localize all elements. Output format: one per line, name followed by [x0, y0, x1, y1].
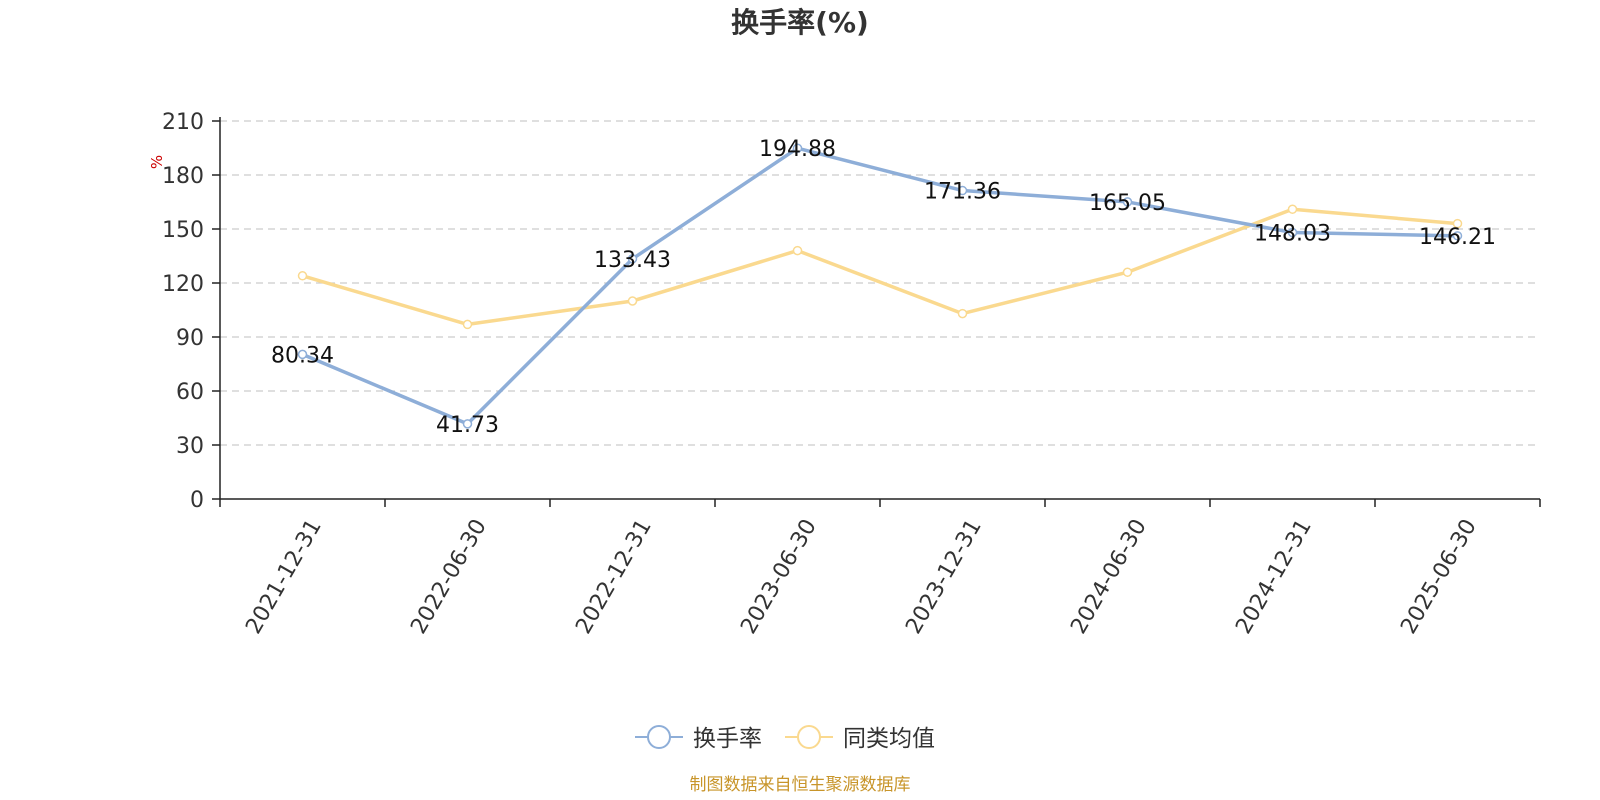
legend-label: 换手率: [693, 726, 762, 752]
legend-item[interactable]: 换手率: [635, 725, 762, 752]
data-labels: 80.34 41.73 133.43 194.88 171.36 165.05 148.03…: [271, 137, 1496, 438]
data-point: [1122, 197, 1133, 207]
data-point: [957, 308, 968, 319]
data-label: 165.05: [1089, 191, 1166, 216]
x-tick-label: 2025-06-30: [1396, 515, 1482, 638]
data-point: [1122, 267, 1133, 277]
chart-title: 换手率(%): [731, 6, 869, 39]
x-tick-label: 2024-06-30: [1066, 515, 1152, 638]
data-point: [957, 185, 968, 196]
source-note: 制图数据来自恒生聚源数据库: [690, 775, 911, 795]
data-point: [1452, 218, 1463, 229]
data-point: [1452, 231, 1463, 241]
y-axis-unit-label: %: [148, 155, 166, 169]
legend-circle-icon: [797, 725, 821, 749]
y-tick-label: 210: [162, 110, 204, 135]
legend-item[interactable]: 同类均值: [785, 725, 935, 752]
data-point: [1287, 227, 1298, 238]
x-tick-label: 2022-12-31: [571, 515, 657, 638]
data-point: [627, 254, 638, 264]
data-point: [297, 349, 308, 360]
data-label: 171.36: [924, 180, 1001, 205]
data-point: [792, 143, 803, 153]
y-tick-label: 180: [162, 164, 204, 189]
data-point: [792, 245, 803, 256]
y-tick-label: 150: [162, 218, 204, 243]
data-label: 41.73: [436, 413, 499, 438]
y-tick-label: 90: [176, 326, 204, 351]
x-tick-label: 2023-12-31: [901, 515, 987, 638]
x-tick-label: 2024-12-31: [1231, 515, 1317, 638]
data-point: [1287, 204, 1298, 214]
y-tick-label: 120: [162, 272, 204, 297]
data-point: [627, 296, 638, 306]
data-label: 80.34: [271, 343, 334, 368]
x-tick-label: 2022-06-30: [406, 515, 492, 638]
data-point: [462, 419, 473, 429]
legend-circle-icon: [647, 725, 671, 749]
legend-label: 同类均值: [843, 726, 935, 752]
series-line-0: [301, 146, 1458, 426]
data-label: 194.88: [759, 137, 836, 162]
data-label: 146.21: [1419, 225, 1496, 250]
data-point: [297, 271, 308, 281]
y-tick-label: 0: [190, 488, 204, 513]
y-tick-label: 60: [176, 380, 204, 405]
data-point: [462, 319, 473, 330]
x-tick-label: 2021-12-31: [241, 515, 327, 638]
legend[interactable]: 换手率 同类均值: [635, 725, 935, 752]
data-label: 133.43: [594, 248, 671, 273]
series-layer: [297, 143, 1463, 429]
series-line-1: [302, 207, 1458, 327]
y-tick-label: 30: [176, 434, 204, 459]
axes: 0 30 60 90 120 150 180 210 2021-12-31 2022-06-30 2…: [162, 110, 1541, 638]
x-tick-label: 2023-06-30: [736, 515, 822, 638]
data-label: 148.03: [1254, 222, 1331, 247]
